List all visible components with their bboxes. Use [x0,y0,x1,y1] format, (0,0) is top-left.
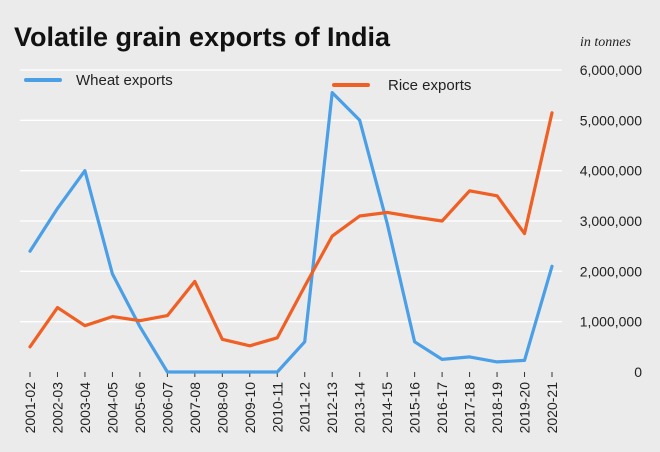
x-tick-label: 2014-15 [379,382,395,434]
x-tick-label: 2015-16 [407,382,423,434]
y-tick-label: 1,000,000 [580,314,642,330]
x-tick-label: 2016-17 [434,382,450,434]
y-tick-label: 4,000,000 [580,163,642,179]
x-tick-label: 2005-06 [132,382,148,434]
gridlines [20,69,562,323]
legend-label-rice: Rice exports [388,77,471,94]
y-tick-label: 6,000,000 [580,62,642,78]
chart-title: Volatile grain exports of India [14,22,391,52]
x-tick-label: 2007-08 [187,382,203,434]
series-line-rice [28,111,554,349]
x-tick-label: 2008-09 [214,382,230,434]
x-tick-label: 2001-02 [22,382,38,434]
x-tick-label: 2006-07 [159,382,175,434]
y-tick-label: 0 [634,364,642,380]
y-tick-label: 2,000,000 [580,263,642,279]
x-tick-label: 2019-20 [517,382,533,434]
series-lines [28,90,554,374]
x-axis: 2001-02 2002-03 2003-04 2004-05 2005-06 2006-… [22,372,560,433]
y-tick-label: 5,000,000 [580,112,642,128]
unit-label: in tonnes [580,35,631,50]
y-axis: 0 1,000,000 2,000,000 3,000,000 4,000,000 5,0… [580,62,643,380]
x-tick-label: 2010-11 [269,382,285,433]
x-tick-label: 2013-14 [352,382,368,434]
x-tick-label: 2012-13 [324,382,340,434]
legend: Wheat exports Rice exports [24,72,471,94]
x-tick-label: 2018-19 [489,382,505,434]
x-tick-label: 2011-12 [297,382,313,433]
y-tick-label: 3,000,000 [580,213,642,229]
x-tick-label: 2020-21 [544,382,560,434]
series-line-wheat [28,90,554,374]
x-tick-label: 2003-04 [77,382,93,434]
legend-label-wheat: Wheat exports [76,72,173,89]
x-tick-label: 2017-18 [462,382,478,434]
x-tick-label: 2009-10 [242,382,258,434]
x-tick-label: 2002-03 [49,382,65,434]
x-tick-label: 2004-05 [104,382,120,434]
